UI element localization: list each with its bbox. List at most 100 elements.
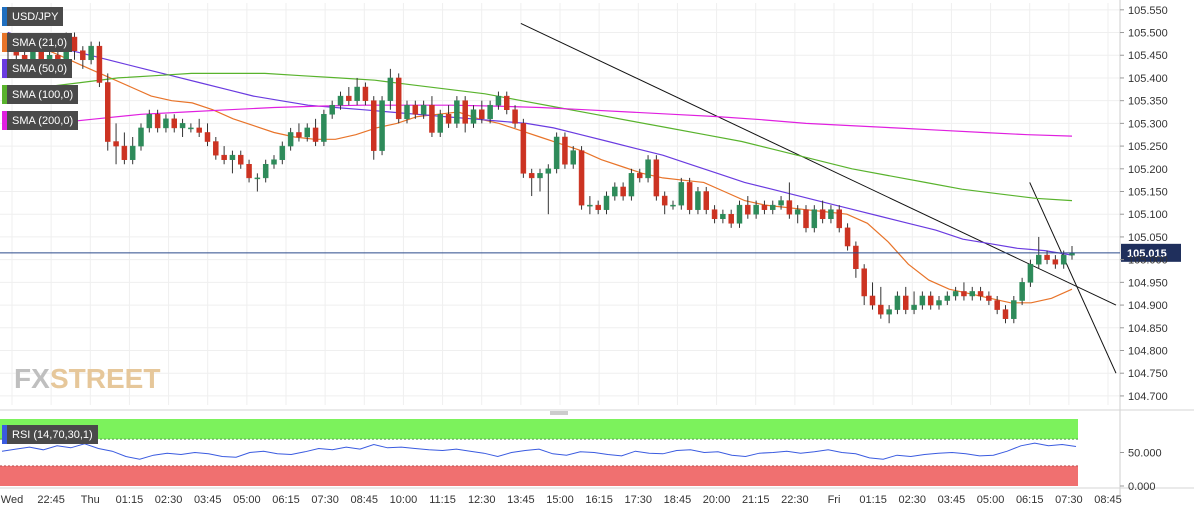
candle-body <box>686 182 693 210</box>
candle-body <box>894 295 901 310</box>
candle-body <box>620 186 626 197</box>
sma-line <box>7 31 1073 304</box>
candle-body <box>520 123 527 174</box>
candle-body <box>512 109 518 124</box>
price-tick-label: 105.050 <box>1128 232 1168 244</box>
candle-body <box>146 114 153 129</box>
candle-body <box>204 132 211 142</box>
candle-body <box>653 159 660 197</box>
candle-body <box>229 154 236 160</box>
time-tick-label: 03:45 <box>938 494 966 506</box>
candle-body <box>728 213 734 224</box>
legend-item[interactable]: SMA (200,0) <box>2 111 79 130</box>
sma-lines <box>7 31 1073 304</box>
candle-body <box>994 300 1000 310</box>
candle-body <box>312 127 319 142</box>
price-tick-label: 105.200 <box>1128 164 1168 176</box>
candle-body <box>1027 263 1034 283</box>
fxstreet-watermark: FX STREET <box>14 363 160 394</box>
price-tick-label: 104.850 <box>1128 323 1168 335</box>
candle-body <box>761 204 768 210</box>
candle-body <box>420 104 427 115</box>
price-tick-label: 105.000 <box>1128 255 1168 267</box>
candle-body <box>695 191 701 210</box>
candle-body <box>911 304 917 310</box>
trendline <box>1029 182 1117 374</box>
time-tick-label: Wed <box>1 494 23 506</box>
candle-body <box>1011 300 1017 319</box>
candle-body <box>437 114 443 133</box>
candle-body <box>196 127 202 133</box>
time-tick-label: 17:30 <box>625 494 653 506</box>
legend-item[interactable]: SMA (50,0) <box>2 59 73 78</box>
candle-body <box>828 209 834 220</box>
candle-body <box>711 209 718 220</box>
rsi-panel: 50.000 0.000 <box>0 419 1162 493</box>
candle-body <box>578 150 585 206</box>
candle-body <box>770 204 776 210</box>
legend-swatch <box>2 111 7 130</box>
candle-body <box>977 291 984 297</box>
candle-body <box>811 209 818 229</box>
candle-body <box>1002 309 1009 319</box>
rsi-tick-label: 0.000 <box>1128 481 1156 493</box>
candle-body <box>1052 259 1059 265</box>
price-tick-label: 104.950 <box>1128 277 1168 289</box>
candle-body <box>670 204 676 207</box>
candle-body <box>96 45 103 83</box>
trendline <box>520 22 1117 306</box>
price-tick-label: 105.100 <box>1128 209 1168 221</box>
candle-body <box>379 100 385 151</box>
price-tick-label: 105.300 <box>1128 118 1168 130</box>
time-tick-label: Thu <box>81 494 100 506</box>
time-tick-label: 06:15 <box>272 494 300 506</box>
time-tick-label: 22:45 <box>37 494 65 506</box>
price-axis: 105.550 105.500 105.450 105.400 105.350 105.3… <box>1120 5 1168 403</box>
candle-body <box>853 245 859 269</box>
candle-body <box>844 227 851 247</box>
candle-body <box>786 200 793 215</box>
candle-body <box>354 86 360 101</box>
candle-body <box>678 182 685 206</box>
legend-swatch <box>2 33 7 52</box>
candle-body <box>321 114 327 142</box>
candle-body <box>637 173 643 179</box>
time-tick-label: 07:30 <box>1055 494 1083 506</box>
time-tick-label: Fri <box>828 494 841 506</box>
candle-body <box>961 291 967 297</box>
candle-body <box>528 173 535 179</box>
candle-body <box>254 177 261 180</box>
legend-label: SMA (100,0) <box>12 88 74 101</box>
candle-body <box>1019 282 1025 301</box>
candle-body <box>179 123 186 129</box>
candle-body <box>346 95 352 101</box>
time-tick-label: 18:45 <box>664 494 692 506</box>
grid <box>0 0 1194 495</box>
candle-body <box>387 77 394 101</box>
legend-swatch <box>2 85 7 104</box>
time-tick-label: 11:15 <box>429 494 456 506</box>
candle-body <box>504 95 510 110</box>
time-tick-label: 02:30 <box>899 494 927 506</box>
current-price-label: 105.015 <box>1127 248 1167 260</box>
candle-body <box>329 104 335 115</box>
legend-item[interactable]: SMA (100,0) <box>2 85 79 104</box>
legend-item[interactable]: SMA (21,0) <box>2 33 73 52</box>
panel-resize-handle[interactable] <box>548 411 570 415</box>
candle-body <box>587 204 593 207</box>
candle-body <box>661 195 668 206</box>
candle-body <box>88 45 94 61</box>
candle-body <box>562 136 568 165</box>
symbol-label: USD/JPY <box>2 7 64 26</box>
price-tick-label: 105.550 <box>1128 5 1168 17</box>
candle-body <box>537 173 543 179</box>
rsi-line <box>1 442 1077 460</box>
candle-body <box>570 150 576 165</box>
price-tick-label: 105.250 <box>1128 141 1168 153</box>
candle-body <box>362 86 369 101</box>
time-tick-label: 05:00 <box>233 494 261 506</box>
sma-line <box>7 31 1073 256</box>
candle-body <box>138 127 144 147</box>
